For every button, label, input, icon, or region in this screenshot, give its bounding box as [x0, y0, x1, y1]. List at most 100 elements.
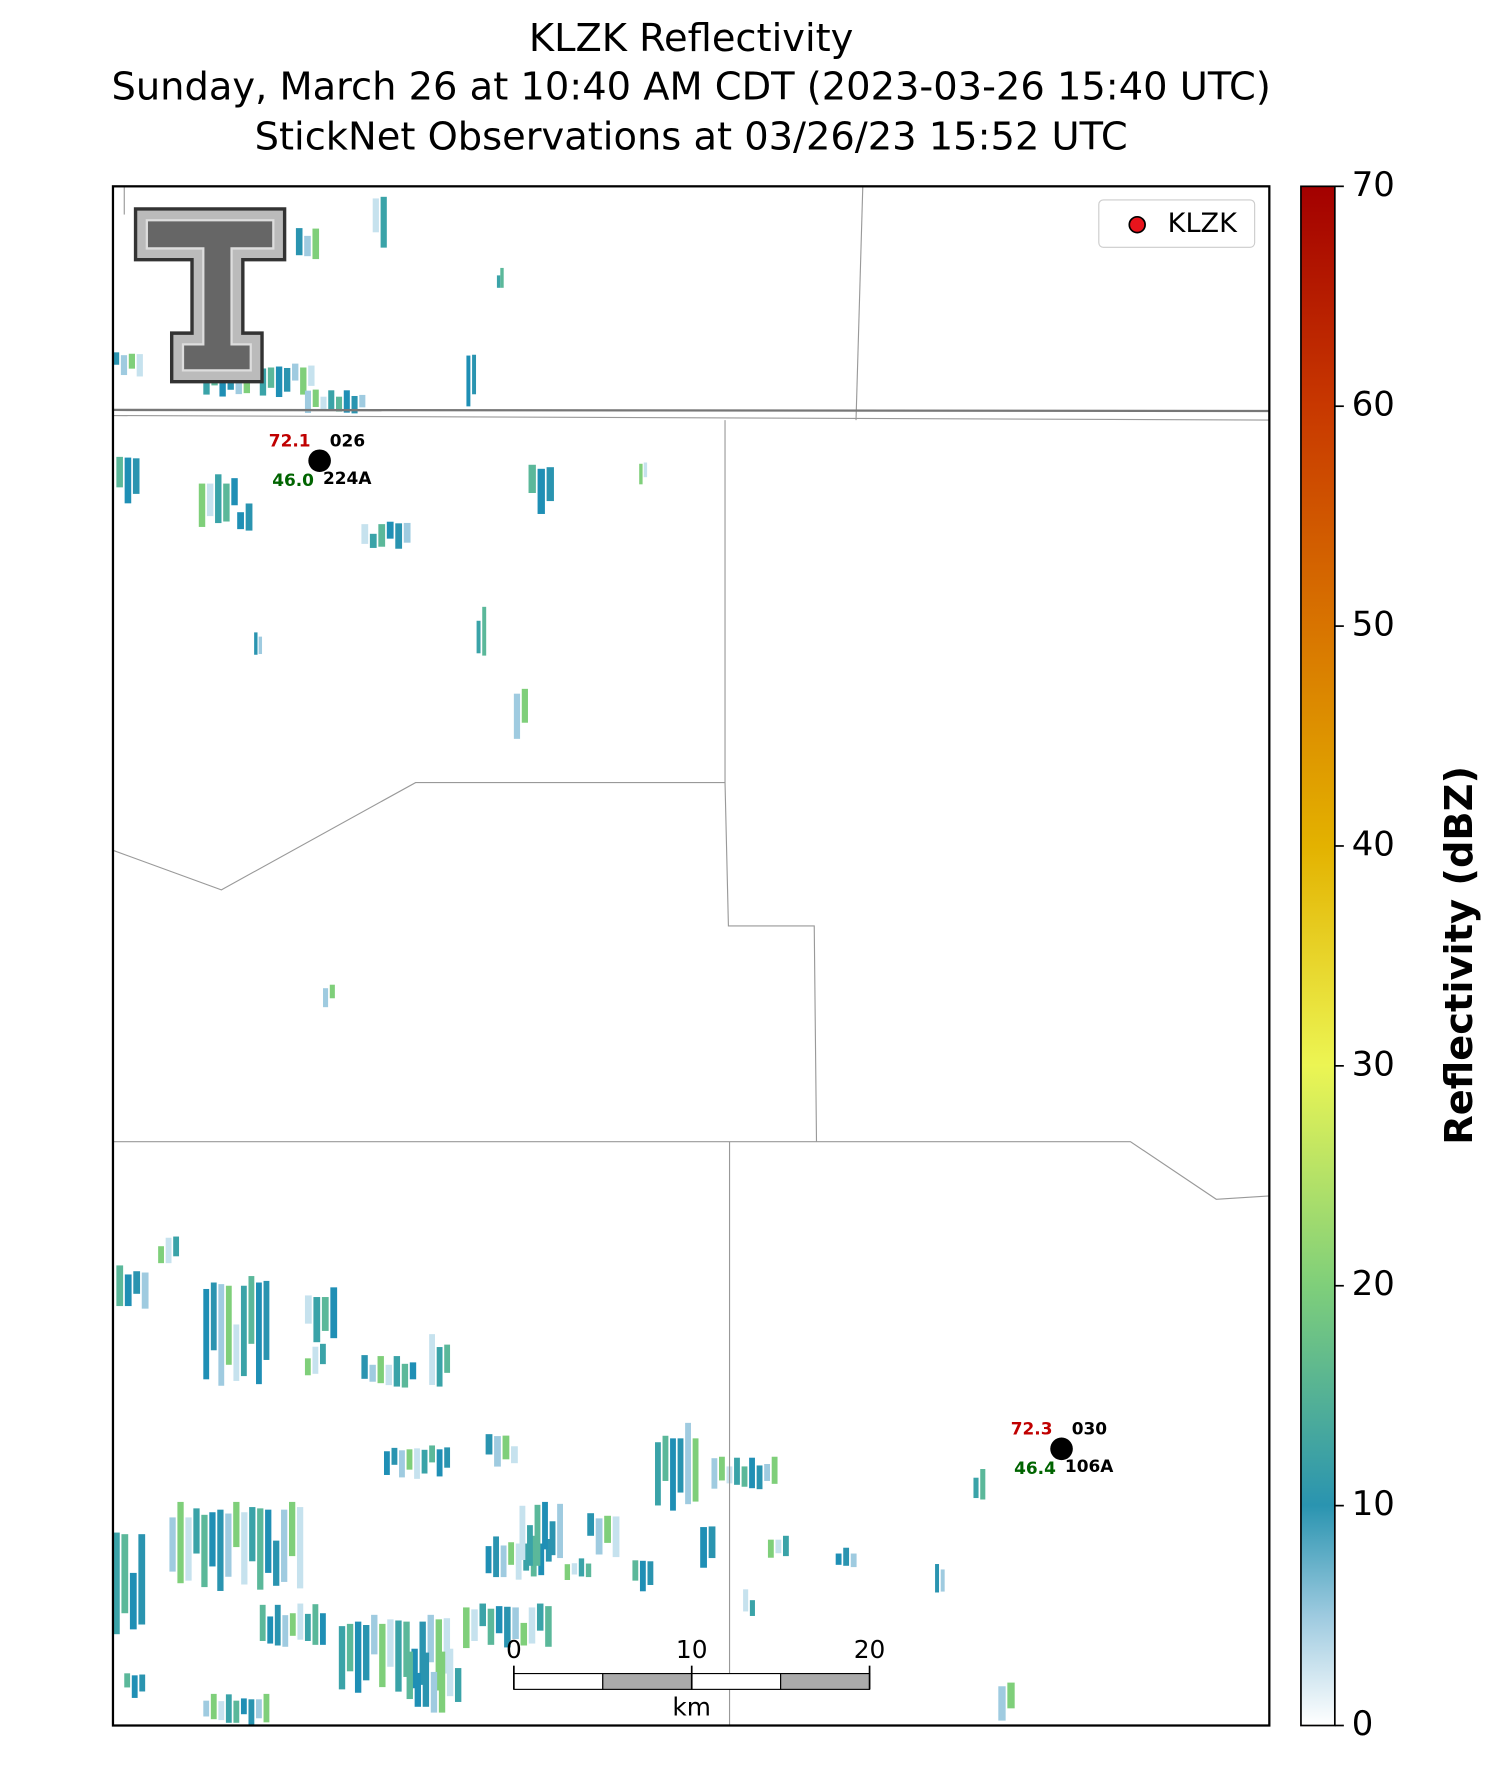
echo: [741, 1466, 748, 1487]
echo: [369, 533, 377, 548]
echo: [411, 1648, 418, 1689]
echo: [980, 1469, 986, 1500]
border: [112, 1141, 1270, 1200]
echo: [233, 1324, 240, 1381]
echo: [361, 1355, 368, 1379]
echo: [300, 367, 307, 395]
echo: [256, 1282, 262, 1385]
echo: [383, 1451, 390, 1475]
echo: [521, 688, 528, 723]
echo: [595, 1518, 603, 1555]
echo: [283, 367, 291, 392]
station-id: 224A: [323, 468, 372, 488]
temperature: 72.1: [269, 431, 311, 451]
echo: [263, 1280, 270, 1360]
echo: [545, 1606, 552, 1647]
echo: [545, 1539, 552, 1562]
station-marker: [1050, 1437, 1073, 1461]
echo: [538, 1543, 545, 1576]
scale-segment: [691, 1672, 782, 1690]
echo: [369, 1364, 376, 1382]
echo: [304, 235, 311, 257]
echo: [508, 1542, 515, 1565]
echo: [343, 390, 350, 413]
echo: [116, 1265, 124, 1307]
echo: [329, 984, 335, 999]
echo: [528, 1607, 536, 1644]
echo: [351, 395, 358, 414]
echo: [256, 1699, 262, 1719]
echo: [835, 1553, 842, 1565]
colorbar-tick-label: 30: [1352, 1044, 1395, 1083]
echo: [655, 1442, 661, 1506]
border: [855, 186, 864, 421]
colorbar-tick-label: 60: [1352, 385, 1395, 424]
echo: [218, 1701, 225, 1721]
echo: [273, 1540, 280, 1586]
title-line: StickNet Observations at 03/26/23 15:52 …: [255, 114, 1128, 159]
echo: [743, 1589, 749, 1612]
echo: [354, 1621, 362, 1693]
echo: [436, 1347, 443, 1387]
county-borders: [112, 186, 1270, 1726]
echo: [421, 1449, 428, 1474]
echo: [444, 1344, 451, 1373]
wind-direction: 026: [330, 431, 365, 451]
echo: [289, 1501, 296, 1557]
echo: [304, 1295, 312, 1324]
echo: [136, 354, 143, 377]
scale-bar: 0 10 20 km: [506, 1635, 885, 1722]
echo: [534, 1504, 541, 1566]
echo: [756, 1465, 763, 1490]
echo: [206, 483, 214, 517]
echo: [399, 1450, 405, 1478]
echo: [380, 196, 387, 248]
echo: [515, 1543, 522, 1580]
echo: [557, 1503, 563, 1559]
colorbar-tick-label: 70: [1352, 165, 1395, 204]
echo: [203, 1700, 210, 1717]
echo: [292, 363, 299, 381]
echo: [429, 1445, 435, 1463]
echo: [193, 1508, 200, 1554]
echo: [233, 1501, 240, 1548]
echo: [132, 458, 140, 494]
echo: [843, 1547, 850, 1566]
echo: [719, 1456, 725, 1481]
echo: [378, 524, 386, 547]
colorbar-axis: 0 10 20 30 40 50 60 70: [1334, 165, 1395, 1743]
echo: [414, 1672, 422, 1707]
echo: [998, 1686, 1006, 1721]
colorbar-label: Reflectivity (dBZ): [1437, 766, 1482, 1145]
echo: [225, 1513, 232, 1577]
echo: [643, 462, 648, 478]
echo: [346, 1623, 354, 1672]
temperature: 72.3: [1011, 1419, 1053, 1439]
echo: [267, 367, 275, 388]
radar-echoes: [112, 196, 1015, 1725]
echo: [403, 1621, 410, 1677]
echo: [233, 1700, 240, 1723]
echo: [504, 1606, 511, 1648]
echo: [297, 1603, 304, 1640]
echo: [248, 1276, 255, 1344]
echo: [711, 1458, 718, 1489]
echo: [116, 456, 123, 488]
echo: [198, 483, 206, 527]
echo: [248, 1699, 255, 1725]
echo: [677, 1438, 684, 1493]
echo: [647, 1561, 654, 1585]
colorbar: [1300, 185, 1336, 1727]
echo: [245, 503, 253, 531]
echo: [487, 1608, 495, 1645]
echo: [210, 1693, 217, 1720]
echo: [363, 1625, 370, 1681]
echo: [223, 483, 230, 522]
echo: [403, 522, 411, 543]
echo: [387, 1619, 394, 1667]
echo: [692, 1438, 699, 1502]
logo-inner: [145, 219, 275, 372]
echo: [371, 1614, 378, 1655]
echo: [395, 1620, 402, 1692]
echo: [241, 1512, 248, 1585]
